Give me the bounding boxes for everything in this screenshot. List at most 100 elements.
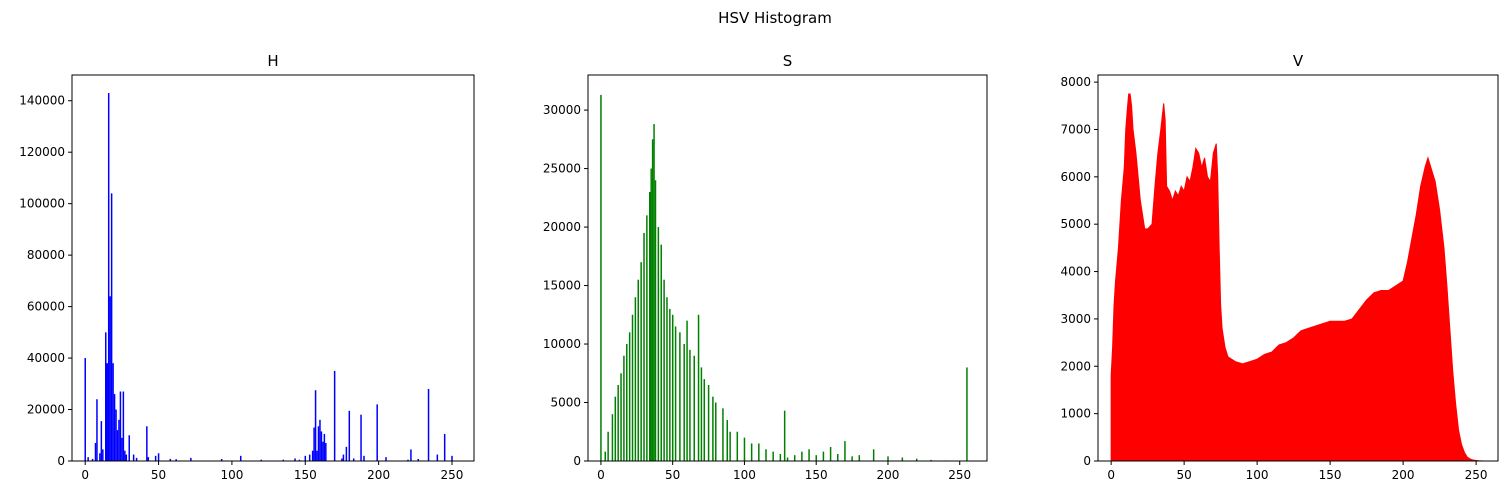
histogram-bar [679,332,681,461]
histogram-bar [125,454,128,461]
histogram-bar [872,449,875,461]
histogram-bar [352,458,355,461]
histogram-bar [443,433,446,461]
histogram-bar [620,373,622,461]
histogram-bar [631,314,634,461]
histogram-bar [697,314,700,461]
x-tick-label: 100 [733,468,756,482]
figure-title: HSV Histogram [718,9,832,27]
chart-v: V 0 50 100 150 200 250 0 1000 2000 3000 4000 5000 600… [1060,52,1499,482]
histogram-bar [600,94,602,461]
histogram-bar [110,193,113,461]
y-tick-label: 8000 [1060,75,1091,89]
histogram-bar [102,449,104,461]
histogram-bar [325,442,327,461]
histogram-bar [294,458,296,461]
histogram-bar [607,431,609,461]
y-tick-label: 6000 [1060,170,1091,184]
histogram-bar [851,456,853,461]
y-tick-label: 0 [573,454,581,468]
x-tick-label: 200 [877,468,900,482]
histogram-bar [783,410,786,461]
histogram-bar [700,367,703,461]
histogram-bar [319,419,321,461]
histogram-bar [342,454,345,461]
axes-frame [71,74,475,462]
x-tick-label: 0 [81,468,89,482]
histogram-bar [793,455,796,461]
y-tick-label: 0 [1083,454,1091,468]
histogram-bar [298,459,301,461]
histogram-bar [115,409,117,461]
histogram-bar [634,297,637,461]
histogram-bar [146,426,148,461]
histogram-bar [844,441,846,461]
histogram-bar [220,458,223,461]
y-tick-label: 60000 [27,300,65,314]
x-tick-label: 50 [151,468,166,482]
histogram-bar [345,446,348,461]
histogram-bar [628,332,631,461]
histogram-bar [122,391,125,461]
x-tick-label: 150 [1319,468,1342,482]
histogram-bar [132,454,135,461]
histogram-bar [320,431,323,461]
histogram-bar [427,388,430,461]
histogram-bar [118,419,120,461]
histogram-bar [304,455,307,461]
histogram-bar [815,455,817,461]
histogram-bar [915,458,918,461]
histogram-bar [147,457,150,461]
histogram-bar [779,453,782,461]
histogram-bar [376,404,378,461]
histogram-bar [901,457,904,461]
histogram-bar [808,449,810,461]
histogram-bar [360,414,362,461]
histogram-bar [715,402,717,461]
histogram-bar [322,441,324,461]
histogram-bar [666,297,668,461]
histogram-bar [837,453,839,461]
histogram-bar [87,457,89,461]
histogram-bar [407,459,409,461]
histogram-bar [689,349,691,461]
x-tick-label: 100 [220,468,243,482]
histogram-bar [772,451,774,461]
y-tick-label: 4000 [1060,265,1091,279]
histogram-bar [651,139,654,462]
axes-frame [1097,74,1499,462]
y-tick-label: 30000 [543,103,581,117]
histogram-bar [743,437,746,461]
histogram-bar [669,308,671,461]
histogram-bar [317,426,320,461]
histogram-bar [128,435,130,461]
histogram-bar [660,244,662,461]
histogram-bar [654,180,657,462]
y-tick-label: 1000 [1060,407,1091,421]
histogram-bar [313,427,315,461]
histogram-bar [637,279,640,461]
y-tick-label: 2000 [1060,359,1091,373]
histogram-bar [333,370,336,461]
histogram-bar [726,420,729,461]
y-tick-label: 7000 [1060,122,1091,136]
histogram-bar [308,454,311,461]
histogram-bar [105,332,107,461]
histogram-bar [712,396,714,461]
histogram-bar [113,394,116,461]
histogram-bar [94,442,97,461]
y-tick-label: 5000 [1060,217,1091,231]
histogram-bar [858,455,861,461]
x-tick-label: 50 [1176,468,1191,482]
histogram-bar [99,453,101,461]
chart-s: S 0 50 100 150 200 250 0 5000 10000 15000 20000 2500… [543,52,988,482]
histogram-bar [363,455,365,461]
histogram-bar [703,379,706,461]
x-tick-label: 250 [948,468,971,482]
histogram-bar [614,396,617,461]
axes-frame [587,74,988,462]
histogram-bar [417,458,420,461]
histogram-bar [323,433,326,461]
x-tick-label: 100 [1246,468,1269,482]
chart-title: H [267,52,278,70]
